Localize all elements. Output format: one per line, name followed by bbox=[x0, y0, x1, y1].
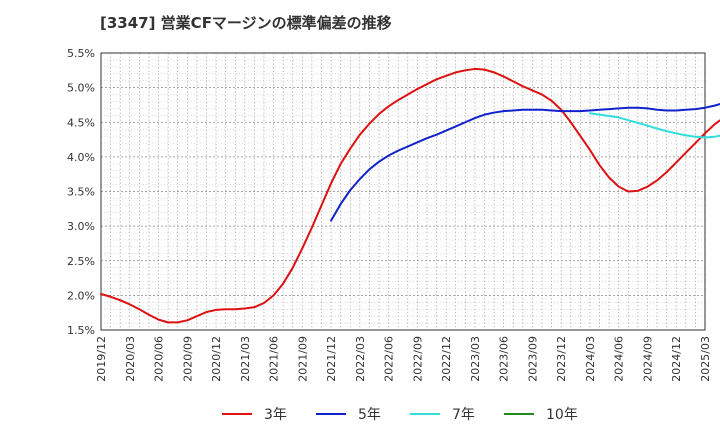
x-tick-label: 2023/03 bbox=[469, 336, 482, 382]
y-tick-label: 1.5% bbox=[67, 324, 95, 337]
x-tick-label: 2022/06 bbox=[383, 336, 396, 382]
y-tick-label: 5.5% bbox=[67, 47, 95, 60]
x-tick-label: 2020/09 bbox=[181, 336, 194, 382]
y-tick-label: 3.0% bbox=[67, 220, 95, 233]
x-tick-label: 2020/06 bbox=[153, 336, 166, 382]
axis-layer: 1.5% 2.0% 2.5% 3.0% 3.5% 4.0% 4.5% 5.0% 5.5% 2019… bbox=[67, 47, 712, 382]
x-tick-label: 2019/12 bbox=[95, 336, 108, 382]
series-line-0 bbox=[100, 67, 720, 324]
x-tick-label: 2020/03 bbox=[124, 336, 137, 382]
series-layer bbox=[100, 67, 720, 324]
x-tick-label: 2022/09 bbox=[411, 336, 424, 382]
y-tick-label: 3.5% bbox=[67, 186, 95, 199]
series-line-1 bbox=[330, 103, 720, 222]
x-tick-label: 2021/12 bbox=[325, 336, 338, 382]
x-tick-label: 2024/03 bbox=[584, 336, 597, 382]
x-tick-label: 2021/03 bbox=[239, 336, 252, 382]
y-tick-label: 4.0% bbox=[67, 151, 95, 164]
y-tick-label: 5.0% bbox=[67, 82, 95, 95]
legend-layer: 3年 5年 7年 10年 bbox=[222, 407, 578, 423]
x-tick-label: 2020/12 bbox=[210, 336, 223, 382]
legend-label-3: 10年 bbox=[546, 407, 578, 423]
x-tick-label: 2023/09 bbox=[526, 336, 539, 382]
legend-label-0: 3年 bbox=[264, 407, 287, 423]
x-tick-label: 2021/06 bbox=[268, 336, 281, 382]
y-tick-label: 4.5% bbox=[67, 116, 95, 129]
x-tick-label: 2022/12 bbox=[440, 336, 453, 382]
x-tick-label: 2024/09 bbox=[641, 336, 654, 382]
legend-label-1: 5年 bbox=[358, 407, 381, 423]
chart-title: [3347] 営業CFマージンの標準偏差の推移 bbox=[100, 14, 392, 32]
x-tick-label: 2021/09 bbox=[296, 336, 309, 382]
legend-label-2: 7年 bbox=[452, 407, 475, 423]
grid-layer bbox=[100, 52, 706, 331]
x-tick-label: 2023/06 bbox=[498, 336, 511, 382]
y-tick-label: 2.5% bbox=[67, 255, 95, 268]
x-tick-label: 2025/03 bbox=[699, 336, 712, 382]
y-tick-label: 2.0% bbox=[67, 289, 95, 302]
series-line-2 bbox=[588, 112, 720, 139]
x-tick-label: 2024/06 bbox=[613, 336, 626, 382]
x-tick-label: 2023/12 bbox=[555, 336, 568, 382]
x-tick-label: 2022/03 bbox=[354, 336, 367, 382]
x-tick-label: 2024/12 bbox=[670, 336, 683, 382]
plot-frame bbox=[100, 52, 706, 331]
